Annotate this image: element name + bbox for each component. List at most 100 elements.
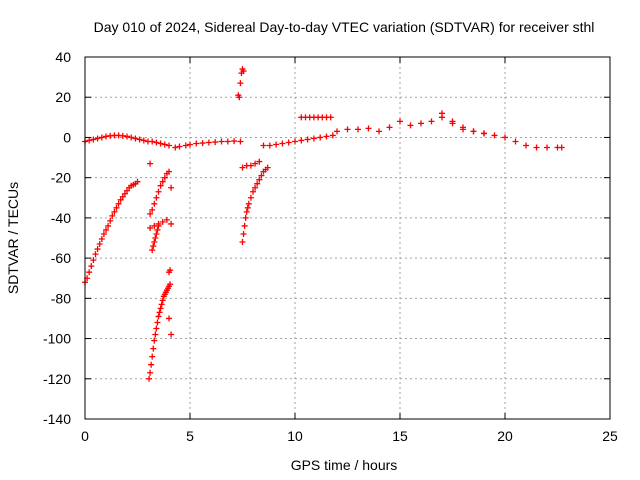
data-point — [182, 142, 189, 149]
data-point — [285, 139, 292, 146]
data-point — [323, 133, 330, 140]
data-point — [236, 94, 243, 101]
series-group — [149, 222, 162, 254]
data-point — [355, 126, 361, 133]
data-point — [121, 190, 128, 197]
x-tick-label: 25 — [602, 428, 618, 444]
data-point — [317, 134, 324, 141]
data-point — [132, 135, 139, 142]
data-point — [260, 142, 267, 149]
data-point — [481, 130, 487, 137]
data-point — [155, 188, 162, 195]
data-point — [258, 172, 265, 179]
data-point — [150, 243, 157, 250]
data-point — [159, 297, 166, 304]
data-point — [153, 325, 160, 332]
series-group — [235, 66, 247, 101]
data-point — [92, 251, 99, 258]
data-point — [176, 143, 183, 150]
data-point — [88, 263, 95, 270]
data-point — [158, 301, 165, 308]
data-point — [256, 158, 263, 165]
data-point — [187, 141, 193, 148]
data-point — [163, 216, 170, 223]
data-point — [418, 120, 424, 127]
data-point — [159, 178, 166, 185]
data-point — [428, 118, 435, 125]
data-point — [252, 160, 259, 167]
data-point — [239, 164, 246, 171]
data-point — [103, 226, 109, 233]
data-point — [148, 361, 155, 368]
data-point — [155, 313, 162, 320]
data-point — [512, 138, 519, 145]
data-point — [439, 110, 445, 117]
y-tick-label: 40 — [55, 49, 71, 65]
x-tick-label: 10 — [287, 428, 303, 444]
data-point — [460, 126, 466, 133]
data-point — [168, 331, 175, 338]
y-tick-label: -100 — [43, 331, 71, 347]
data-point — [240, 230, 247, 237]
data-point — [407, 122, 414, 129]
data-point — [224, 138, 231, 145]
data-point — [523, 142, 529, 149]
data-point — [166, 315, 172, 322]
data-point — [156, 309, 163, 316]
data-point — [239, 239, 246, 246]
data-point — [153, 194, 160, 201]
data-point — [242, 214, 249, 221]
data-point — [136, 136, 143, 143]
y-axis-label: SDTVAR / TECUs — [5, 182, 21, 294]
data-point — [247, 162, 254, 169]
series-group — [146, 281, 174, 382]
data-point — [157, 140, 164, 147]
data-point — [167, 267, 174, 274]
data-point — [151, 239, 158, 246]
data-point — [146, 375, 153, 382]
data-point — [470, 128, 477, 135]
data-point — [250, 188, 256, 195]
data-point — [329, 132, 336, 139]
data-point — [124, 187, 130, 194]
data-point — [237, 138, 244, 145]
data-point — [327, 114, 334, 121]
series-group — [298, 114, 334, 121]
series-group — [147, 216, 175, 231]
data-point — [256, 176, 263, 183]
data-point — [147, 369, 154, 376]
y-tick-label: -140 — [43, 411, 71, 427]
data-point — [149, 247, 156, 254]
data-point — [94, 135, 101, 142]
y-tick-label: -80 — [51, 290, 71, 306]
data-point — [168, 220, 175, 227]
data-point — [376, 128, 382, 135]
data-point — [264, 164, 271, 171]
data-point — [386, 124, 393, 131]
data-point — [533, 144, 540, 151]
data-point — [128, 134, 135, 141]
x-tick-label: 20 — [497, 428, 513, 444]
grid-lines — [85, 57, 610, 419]
data-point — [90, 257, 97, 264]
series-group — [239, 158, 263, 171]
data-point — [166, 168, 172, 175]
data-point — [117, 196, 124, 203]
data-point — [109, 212, 116, 219]
plot-frame — [84, 56, 611, 420]
data-point — [205, 139, 212, 146]
data-point — [193, 140, 200, 147]
data-point — [218, 138, 225, 145]
data-point — [157, 182, 164, 189]
data-points — [82, 66, 565, 382]
series-group — [239, 164, 271, 246]
data-point — [111, 208, 118, 215]
data-point — [153, 139, 160, 146]
series-group — [172, 138, 244, 151]
data-point — [155, 222, 162, 229]
data-point — [147, 224, 154, 231]
data-point — [212, 139, 219, 146]
x-tick-label: 0 — [81, 428, 89, 444]
data-point — [502, 134, 508, 141]
